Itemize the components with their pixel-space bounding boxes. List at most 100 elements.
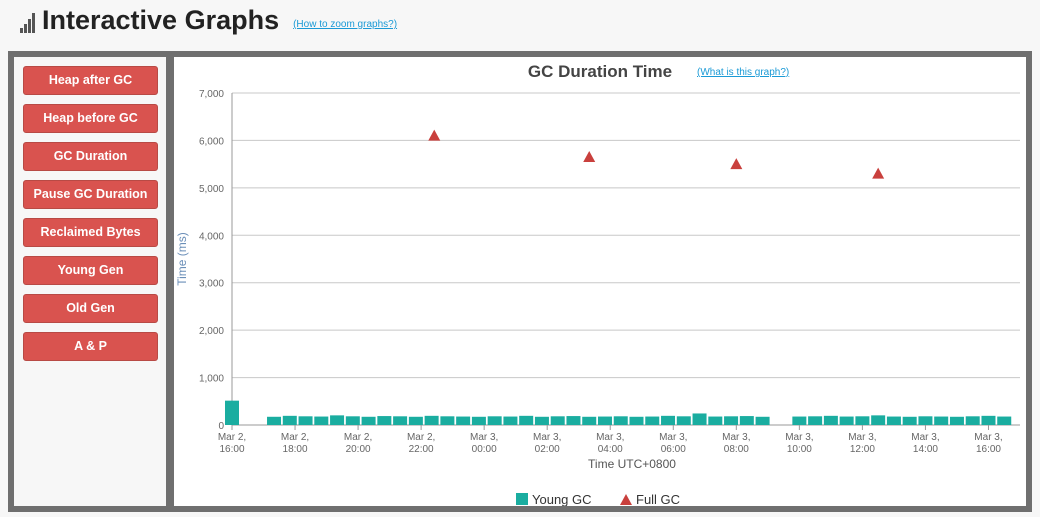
young-gc-point[interactable] xyxy=(792,416,807,425)
young-gc-point[interactable] xyxy=(871,415,886,425)
young-gc-point[interactable] xyxy=(282,415,297,425)
x-tick-date-label: Mar 3, xyxy=(722,432,750,443)
young-gc-point[interactable] xyxy=(934,416,949,425)
x-tick-time-label: 20:00 xyxy=(346,444,371,455)
x-tick-date-label: Mar 3, xyxy=(848,432,876,443)
chart-title: GC Duration Time xyxy=(528,62,672,81)
graph-frame: Heap after GC Heap before GC GC Duration… xyxy=(8,51,1032,512)
y-tick-label: 7,000 xyxy=(199,89,224,100)
young-gc-series xyxy=(225,400,1012,425)
young-gc-point[interactable] xyxy=(645,416,660,425)
y-axis-label: Time (ms) xyxy=(175,232,189,286)
x-tick-date-label: Mar 3, xyxy=(470,432,498,443)
legend-young-gc-label[interactable]: Young GC xyxy=(532,492,592,506)
watermark-text: CSDN @王伟王胖胖 xyxy=(853,489,991,507)
y-tick-label: 1,000 xyxy=(199,374,224,385)
young-gc-point[interactable] xyxy=(361,416,376,425)
x-tick-time-label: 00:00 xyxy=(472,444,497,455)
y-tick-label: 2,000 xyxy=(199,326,224,337)
gc-duration-button[interactable]: GC Duration xyxy=(23,142,158,171)
full-gc-point[interactable] xyxy=(872,167,885,179)
x-tick-date-label: Mar 3, xyxy=(596,432,624,443)
graph-sidebar: Heap after GC Heap before GC GC Duration… xyxy=(14,57,166,506)
young-gc-point[interactable] xyxy=(440,416,455,425)
x-tick-time-label: 12:00 xyxy=(850,444,875,455)
young-gc-point[interactable] xyxy=(408,416,423,425)
young-gc-point[interactable] xyxy=(965,416,980,425)
young-gc-point[interactable] xyxy=(519,415,534,425)
x-tick-date-label: Mar 2, xyxy=(407,432,435,443)
young-gc-point[interactable] xyxy=(886,416,901,425)
y-axis-ticks: 0 1,000 2,000 3,000 4,000 5,000 6,000 7,000 xyxy=(199,89,224,432)
young-gc-point[interactable] xyxy=(613,416,628,425)
young-gc-point[interactable] xyxy=(582,416,597,425)
x-tick-date-label: Mar 2, xyxy=(281,432,309,443)
young-gc-point[interactable] xyxy=(839,416,854,425)
heap-after-gc-button[interactable]: Heap after GC xyxy=(23,66,158,95)
young-gc-point[interactable] xyxy=(550,416,565,425)
full-gc-series xyxy=(428,129,885,179)
x-tick-time-label: 04:00 xyxy=(598,444,623,455)
young-gc-point[interactable] xyxy=(298,416,313,425)
x-tick-time-label: 18:00 xyxy=(283,444,308,455)
young-gc-point[interactable] xyxy=(949,416,964,425)
young-gen-button[interactable]: Young Gen xyxy=(23,256,158,285)
young-gc-point[interactable] xyxy=(739,416,754,425)
full-gc-point[interactable] xyxy=(730,158,743,170)
young-gc-point[interactable] xyxy=(225,400,239,425)
legend-full-gc-label[interactable]: Full GC xyxy=(636,492,680,506)
young-gc-point[interactable] xyxy=(629,416,644,425)
gc-duration-chart[interactable]: GC Duration Time (What is this graph?) 0… xyxy=(174,57,1026,506)
x-tick-time-label: 08:00 xyxy=(724,444,749,455)
young-gc-point[interactable] xyxy=(534,416,549,425)
x-tick-date-label: Mar 3, xyxy=(659,432,687,443)
young-gc-point[interactable] xyxy=(981,415,996,425)
young-gc-point[interactable] xyxy=(823,415,838,425)
full-gc-point[interactable] xyxy=(583,151,596,163)
young-gc-point[interactable] xyxy=(566,416,581,425)
young-gc-point[interactable] xyxy=(997,416,1012,425)
chart-legend: Young GC Full GC xyxy=(516,492,680,506)
young-gc-point[interactable] xyxy=(503,416,518,425)
x-tick-date-label: Mar 3, xyxy=(533,432,561,443)
young-gc-point[interactable] xyxy=(855,416,870,425)
old-gen-button[interactable]: Old Gen xyxy=(23,294,158,323)
young-gc-point[interactable] xyxy=(692,413,707,425)
x-tick-date-label: Mar 3, xyxy=(974,432,1002,443)
page-title: Interactive Graphs xyxy=(42,5,280,35)
young-gc-point[interactable] xyxy=(345,416,360,425)
young-gc-point[interactable] xyxy=(676,416,691,425)
young-gc-point[interactable] xyxy=(597,416,612,425)
page-header: Interactive Graphs (How to zoom graphs?) xyxy=(20,4,397,36)
a-and-p-button[interactable]: A & P xyxy=(23,332,158,361)
x-tick-time-label: 16:00 xyxy=(219,444,244,455)
x-tick-time-label: 22:00 xyxy=(409,444,434,455)
y-tick-label: 3,000 xyxy=(199,279,224,290)
young-gc-point[interactable] xyxy=(424,415,439,425)
x-tick-time-label: 02:00 xyxy=(535,444,560,455)
young-gc-point[interactable] xyxy=(808,416,823,425)
young-gc-point[interactable] xyxy=(393,416,408,425)
what-is-this-graph-link[interactable]: (What is this graph?) xyxy=(697,67,789,78)
young-gc-point[interactable] xyxy=(918,416,933,425)
young-gc-point[interactable] xyxy=(661,415,676,425)
young-gc-point[interactable] xyxy=(314,416,329,425)
full-gc-point[interactable] xyxy=(428,129,441,141)
young-gc-point[interactable] xyxy=(487,416,502,425)
heap-before-gc-button[interactable]: Heap before GC xyxy=(23,104,158,133)
young-gc-point[interactable] xyxy=(471,416,486,425)
zoom-help-link[interactable]: (How to zoom graphs?) xyxy=(293,19,398,30)
young-gc-point[interactable] xyxy=(724,416,739,425)
young-gc-point[interactable] xyxy=(755,416,770,425)
young-gc-point[interactable] xyxy=(330,415,345,425)
young-gc-point[interactable] xyxy=(902,416,917,425)
pause-gc-duration-button[interactable]: Pause GC Duration xyxy=(23,180,158,209)
young-gc-point[interactable] xyxy=(708,416,723,425)
young-gc-point[interactable] xyxy=(267,416,282,425)
chart-panel: GC Duration Time (What is this graph?) 0… xyxy=(174,57,1026,506)
x-tick-time-label: 16:00 xyxy=(976,444,1001,455)
young-gc-point[interactable] xyxy=(456,416,471,425)
reclaimed-bytes-button[interactable]: Reclaimed Bytes xyxy=(23,218,158,247)
young-gc-point[interactable] xyxy=(377,416,392,425)
